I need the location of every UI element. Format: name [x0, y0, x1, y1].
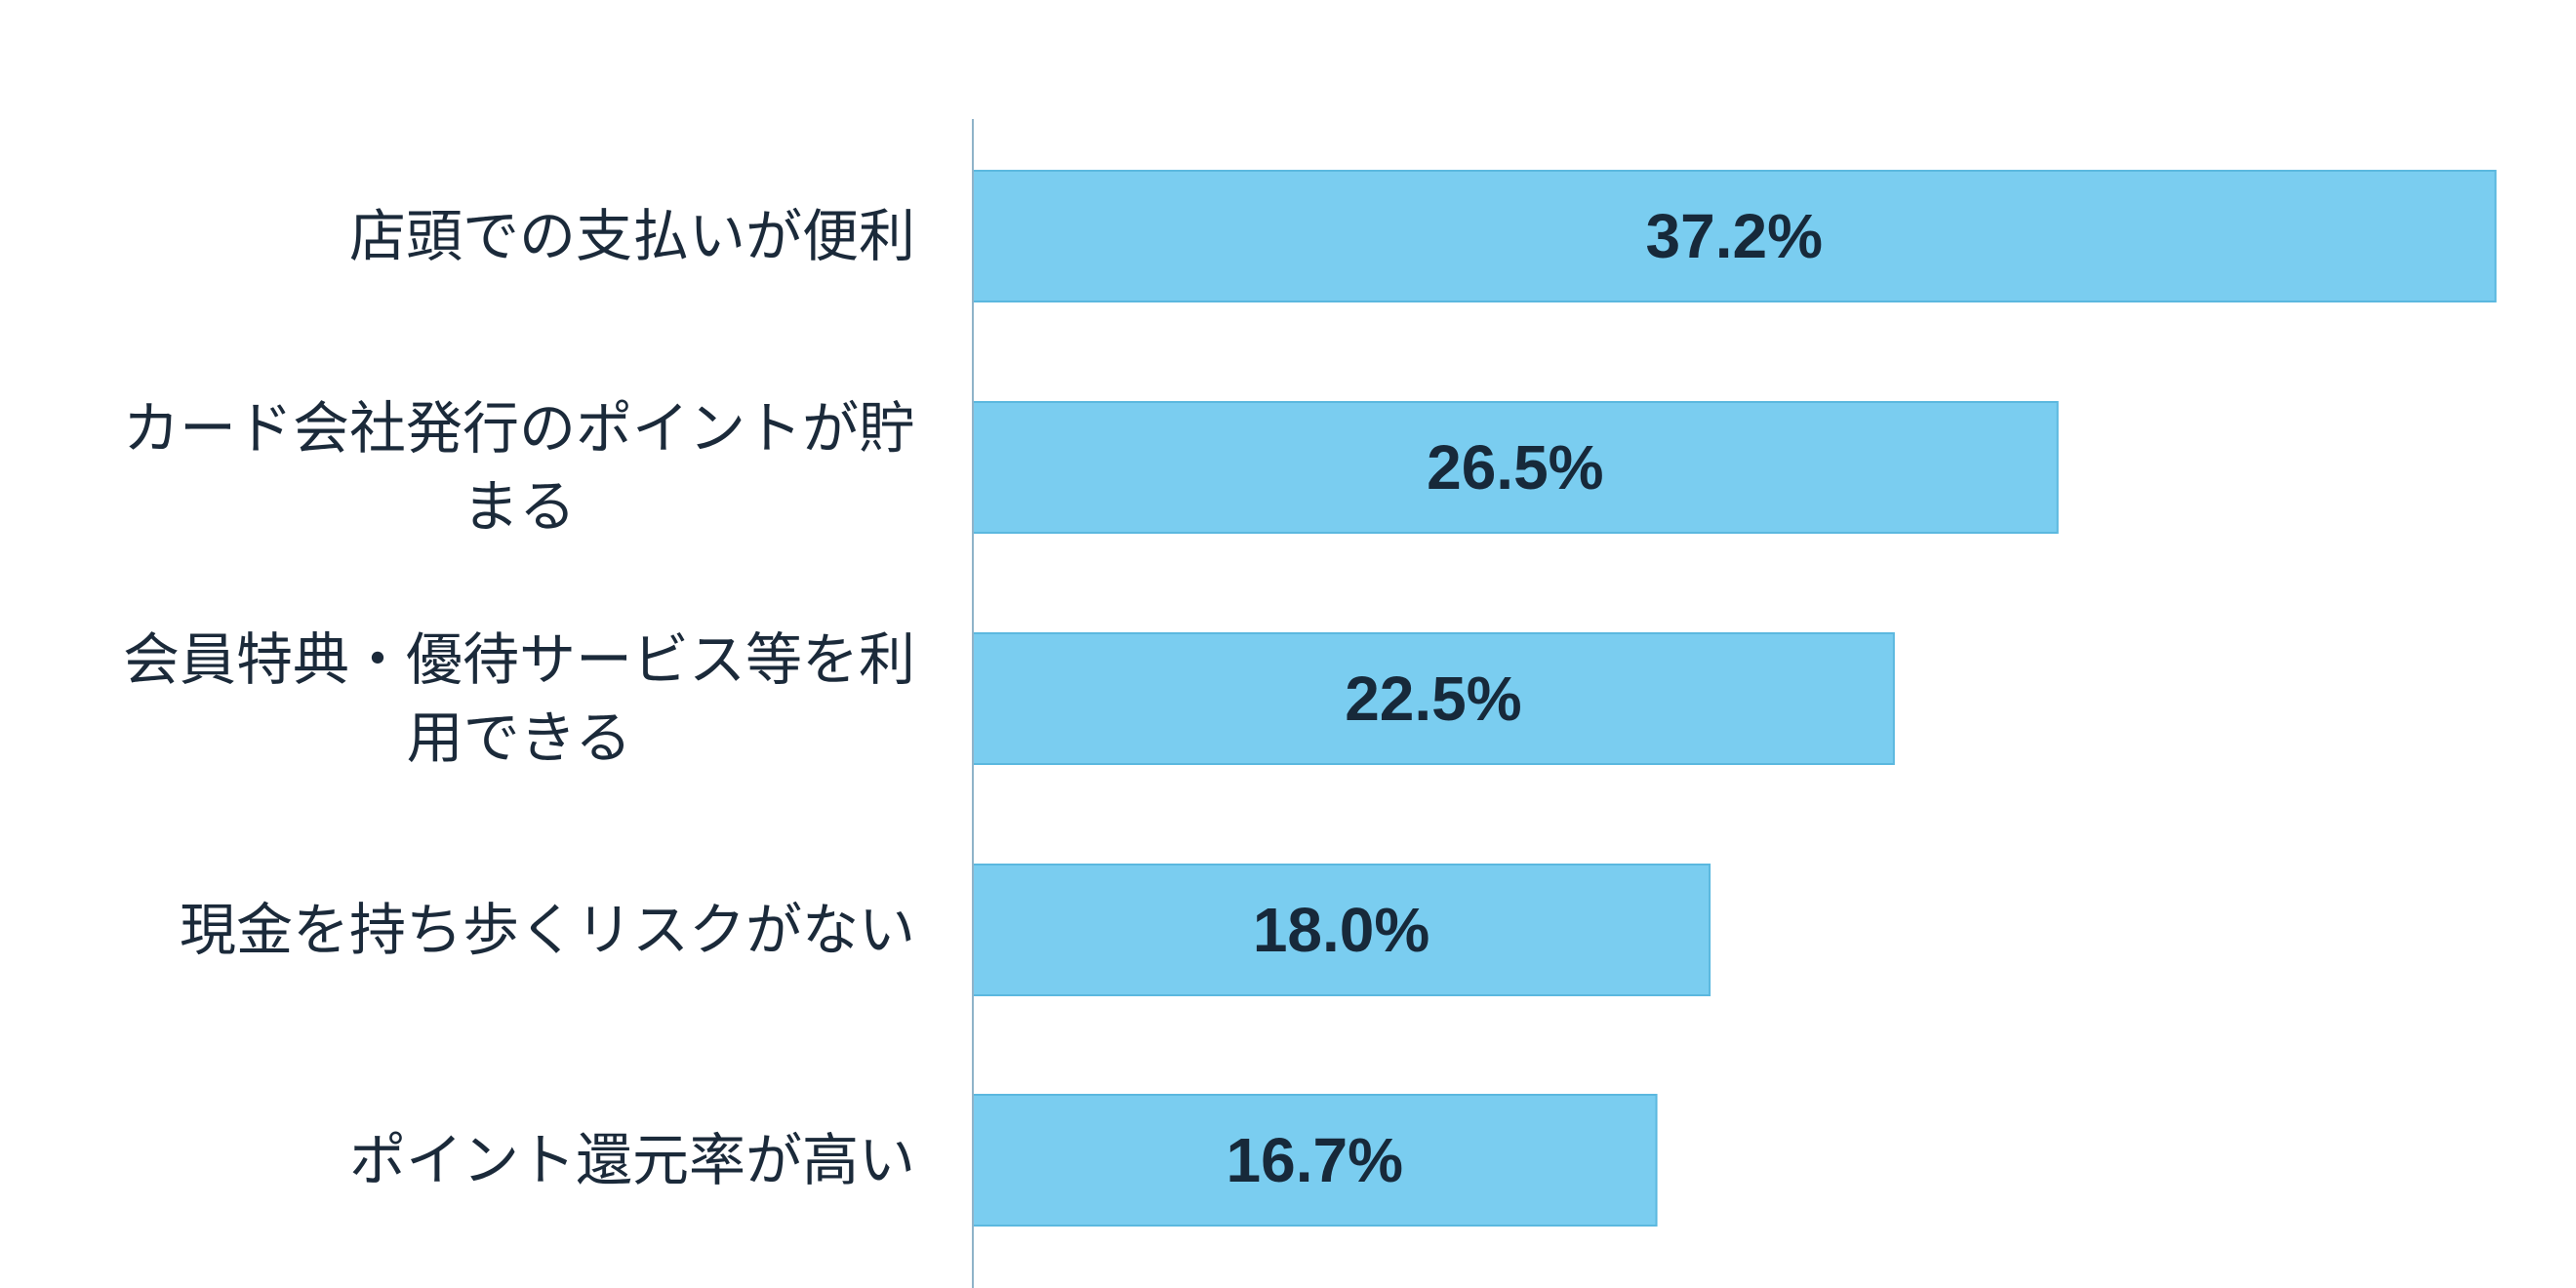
value-label-5: 16.7%: [1227, 1125, 1403, 1195]
value-label-3: 22.5%: [1345, 664, 1521, 734]
bar-4: [972, 864, 1711, 996]
bar-1: [972, 170, 2497, 302]
bars-layer: [972, 170, 2497, 1227]
bar-5: [972, 1094, 1658, 1227]
category-label-5: ポイント還元率が高い: [349, 1127, 915, 1193]
value-label-4: 18.0%: [1253, 895, 1429, 965]
category-label-1: 店頭での支払いが便利: [349, 203, 915, 269]
category-label-4: 現金を持ち歩くリスクがない: [180, 897, 915, 963]
value-label-1: 37.2%: [1646, 201, 1823, 271]
category-label-3: 会員特典・優待サービス等を利用できる: [123, 626, 915, 771]
value-labels: 37.2% 26.5% 22.5% 18.0% 16.7%: [1227, 201, 1823, 1195]
category-label-2: カード会社発行のポイントが貯まる: [123, 395, 915, 540]
category-labels: 店頭での支払いが便利カード会社発行のポイントが貯まる会員特典・優待サービス等を利…: [123, 203, 915, 1193]
bar-2: [972, 401, 2059, 534]
bar-3: [972, 632, 1895, 765]
value-label-2: 26.5%: [1427, 432, 1603, 503]
